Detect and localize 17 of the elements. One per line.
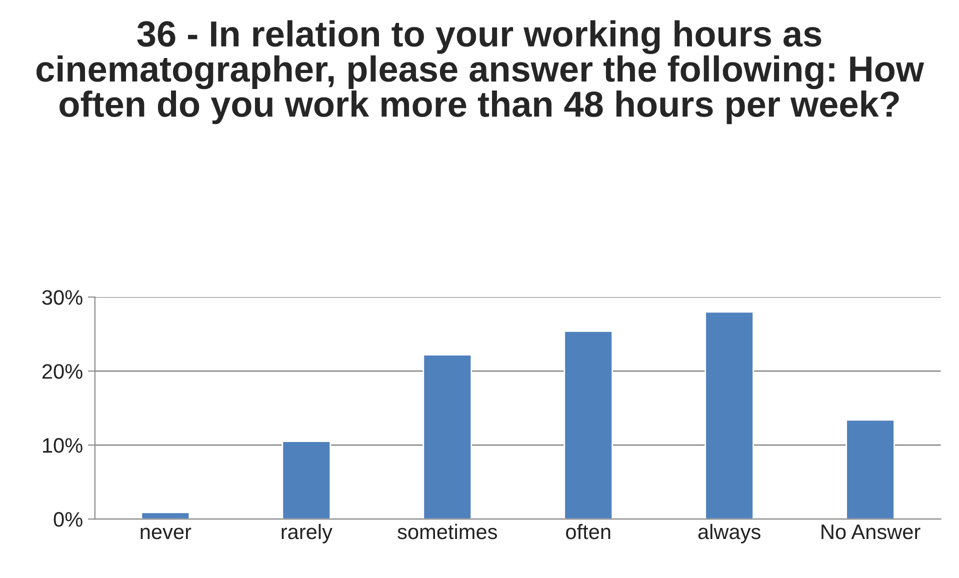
bar	[704, 311, 754, 520]
bar	[846, 419, 895, 520]
x-tick-label: never	[140, 528, 192, 540]
x-tick-label: often	[566, 524, 610, 540]
x-tick-label: always	[698, 524, 760, 544]
y-tick-label: 30%	[42, 290, 82, 305]
chart-title: 36 - In relation to your working hours as cinematographer, please answer the following: How often do you work more than 48 hours per week?	[36, 20, 924, 124]
x-tick-label: sometimes	[398, 524, 497, 540]
y-tick-label: 10%	[43, 438, 82, 453]
bar	[422, 354, 472, 520]
bar	[282, 440, 332, 520]
y-tick-label: 20%	[42, 364, 82, 379]
x-tick-label: No Answer	[822, 524, 920, 540]
x-tick-label: rarely	[282, 524, 332, 544]
bar	[564, 330, 614, 520]
y-tick-label: 0%	[54, 512, 82, 527]
bar	[140, 512, 190, 520]
